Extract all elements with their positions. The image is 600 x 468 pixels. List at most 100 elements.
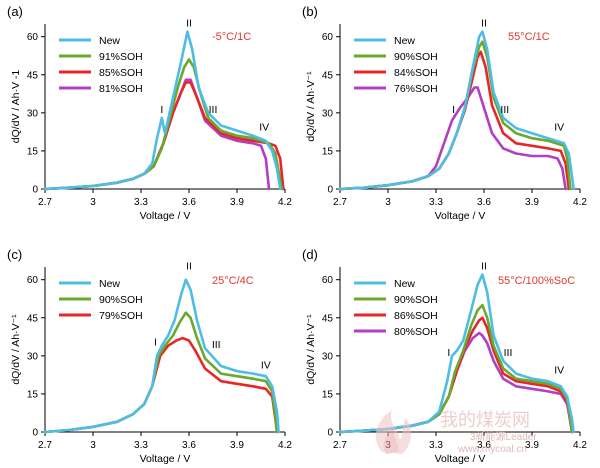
x-tick-label: 3.6 [477, 440, 491, 451]
legend-entry: 90%SOH [394, 294, 438, 306]
x-tick-label: 2.7 [333, 440, 347, 451]
y-tick-label: 0 [32, 428, 38, 439]
x-tick-label: 3.3 [134, 440, 148, 451]
x-tick-label: 4.2 [278, 440, 292, 451]
x-tick-label: 2.7 [38, 197, 52, 208]
y-axis-title: dQ/dV / Ah·V⁻¹ [305, 314, 317, 385]
peak-label-iv: IV [554, 365, 564, 377]
series-line-new [338, 30, 575, 191]
panel-label: (a) [7, 4, 23, 19]
peak-label-ii: II [481, 261, 487, 273]
peak-label-iv: IV [259, 122, 269, 134]
legend-entry: New [99, 278, 120, 290]
peak-label-ii: II [481, 18, 487, 30]
legend-entry: New [394, 278, 415, 290]
x-tick-label: 3.9 [230, 197, 244, 208]
y-tick-label: 15 [27, 146, 39, 157]
x-tick-label: 3 [385, 197, 391, 208]
legend-entry: 90%SOH [394, 51, 438, 63]
peak-label-iv: IV [554, 122, 564, 134]
x-tick-label: 3.9 [230, 440, 244, 451]
x-tick-label: 2.7 [333, 197, 347, 208]
chart-panel-c: 2.7 3 3.3 3.6 3.9 4.2 0 15 30 45 60 Voltage / V dQ/d… [7, 247, 292, 465]
watermark-flame-icon [375, 410, 411, 454]
x-tick-label: 3.3 [134, 197, 148, 208]
series-line-new [43, 30, 282, 191]
y-tick-label: 45 [322, 313, 334, 324]
y-tick-label: 45 [322, 70, 334, 81]
y-tick-label: 45 [27, 313, 39, 324]
x-tick-label: 3 [90, 440, 96, 451]
panel-label: (d) [302, 247, 318, 262]
y-tick-label: 30 [27, 351, 39, 362]
legend-entry: New [394, 35, 415, 47]
y-axis-title: dQ/dV / Ah·V -1 [10, 70, 22, 144]
peak-label-iii: III [500, 104, 509, 116]
x-tick-label: 3.3 [429, 197, 443, 208]
legend: New 90%SOH 79%SOH [59, 278, 143, 322]
y-tick-label: 0 [32, 185, 38, 196]
y-tick-label: 15 [322, 146, 334, 157]
series-line-new [43, 278, 280, 434]
y-tick-label: 60 [322, 32, 334, 43]
y-tick-label: 15 [27, 389, 39, 400]
x-tick-label: 4.2 [573, 197, 587, 208]
y-tick-label: 60 [27, 32, 39, 43]
peak-label-ii: II [186, 18, 192, 30]
x-axis-title: Voltage / V [140, 453, 191, 465]
legend: New 90%SOH 86%SOH 80%SOH [354, 278, 438, 338]
x-axis-title: Voltage / V [435, 453, 486, 465]
y-tick-label: 60 [322, 275, 334, 286]
peak-label-iii: III [504, 347, 513, 359]
legend-entry: 91%SOH [99, 51, 143, 63]
legend: New 91%SOH 85%SOH 81%SOH [59, 35, 143, 95]
legend: New 90%SOH 84%SOH 76%SOH [354, 35, 438, 95]
x-tick-label: 3 [90, 197, 96, 208]
y-axis-title: dQ/dV / Ah·V⁻¹ [10, 314, 22, 385]
y-tick-label: 15 [322, 389, 334, 400]
chart-panel-a: 2.7 3 3.3 3.6 3.9 4.2 0 15 30 45 60 Voltage / V dQ/d… [7, 4, 292, 222]
x-tick-label: 3.9 [525, 197, 539, 208]
legend-entry: 80%SOH [394, 326, 438, 338]
legend-entry: 84%SOH [394, 67, 438, 79]
y-tick-label: 0 [327, 185, 333, 196]
peak-label-i: I [447, 347, 450, 359]
legend-entry: 86%SOH [394, 310, 438, 322]
legend-entry: 81%SOH [99, 83, 143, 95]
x-tick-label: 3.6 [182, 197, 196, 208]
peak-label-i: I [452, 104, 455, 116]
peak-label-i: I [160, 104, 163, 116]
legend-entry: 79%SOH [99, 310, 143, 322]
condition-label: 55°C/1C [508, 31, 550, 43]
watermark-text: 我的煤炭网 [440, 410, 530, 430]
x-tick-label: 4.2 [573, 440, 587, 451]
y-axis-title: dQ/dV / Ah·V⁻¹ [305, 71, 317, 142]
y-tick-label: 0 [327, 428, 333, 439]
y-tick-label: 30 [322, 108, 334, 119]
peak-label-i: I [154, 337, 157, 349]
legend-entry: 76%SOH [394, 83, 438, 95]
peak-label-iii: III [212, 339, 221, 351]
condition-label: -5°C/1C [212, 31, 251, 43]
y-tick-label: 45 [27, 70, 39, 81]
series-lines [43, 278, 280, 434]
legend-entry: New [99, 35, 120, 47]
condition-label: 55°C/100%SoC [498, 275, 575, 287]
x-tick-label: 3.6 [182, 440, 196, 451]
y-tick-label: 30 [27, 108, 39, 119]
y-tick-label: 60 [27, 275, 39, 286]
peak-label-iii: III [209, 104, 218, 116]
series-line-new [338, 273, 575, 434]
panel-label: (c) [7, 247, 22, 262]
watermark-url: www.mycoal.cn [457, 444, 527, 455]
series-lines [338, 30, 575, 191]
x-tick-label: 3.3 [429, 440, 443, 451]
y-tick-label: 30 [322, 351, 334, 362]
series-lines [43, 30, 285, 191]
x-axis-title: Voltage / V [140, 210, 191, 222]
x-tick-label: 4.2 [278, 197, 292, 208]
peak-label-ii: II [186, 261, 192, 273]
